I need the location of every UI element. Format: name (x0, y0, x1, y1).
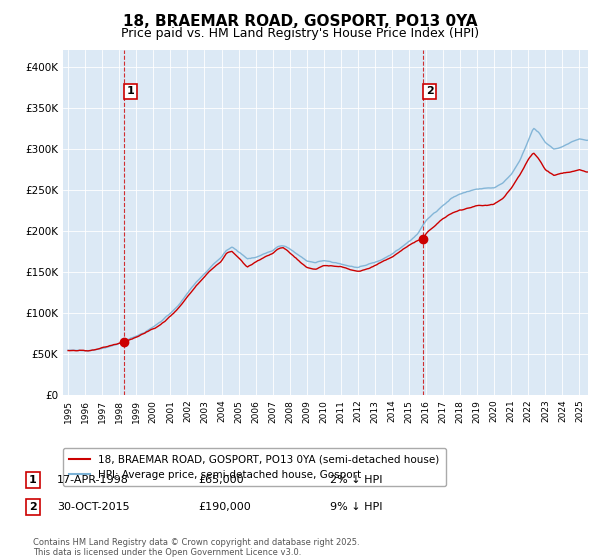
Text: £65,000: £65,000 (198, 475, 244, 485)
Text: 1: 1 (127, 86, 134, 96)
Text: 17-APR-1998: 17-APR-1998 (57, 475, 129, 485)
Text: 18, BRAEMAR ROAD, GOSPORT, PO13 0YA: 18, BRAEMAR ROAD, GOSPORT, PO13 0YA (123, 14, 477, 29)
Text: 2: 2 (29, 502, 37, 512)
Legend: 18, BRAEMAR ROAD, GOSPORT, PO13 0YA (semi-detached house), HPI: Average price, s: 18, BRAEMAR ROAD, GOSPORT, PO13 0YA (sem… (63, 448, 446, 486)
Text: Contains HM Land Registry data © Crown copyright and database right 2025.
This d: Contains HM Land Registry data © Crown c… (33, 538, 359, 557)
Text: 1: 1 (29, 475, 37, 485)
Text: £190,000: £190,000 (198, 502, 251, 512)
Text: 2% ↓ HPI: 2% ↓ HPI (330, 475, 383, 485)
Text: Price paid vs. HM Land Registry's House Price Index (HPI): Price paid vs. HM Land Registry's House … (121, 27, 479, 40)
Text: 2: 2 (426, 86, 433, 96)
Text: 9% ↓ HPI: 9% ↓ HPI (330, 502, 383, 512)
Text: 30-OCT-2015: 30-OCT-2015 (57, 502, 130, 512)
